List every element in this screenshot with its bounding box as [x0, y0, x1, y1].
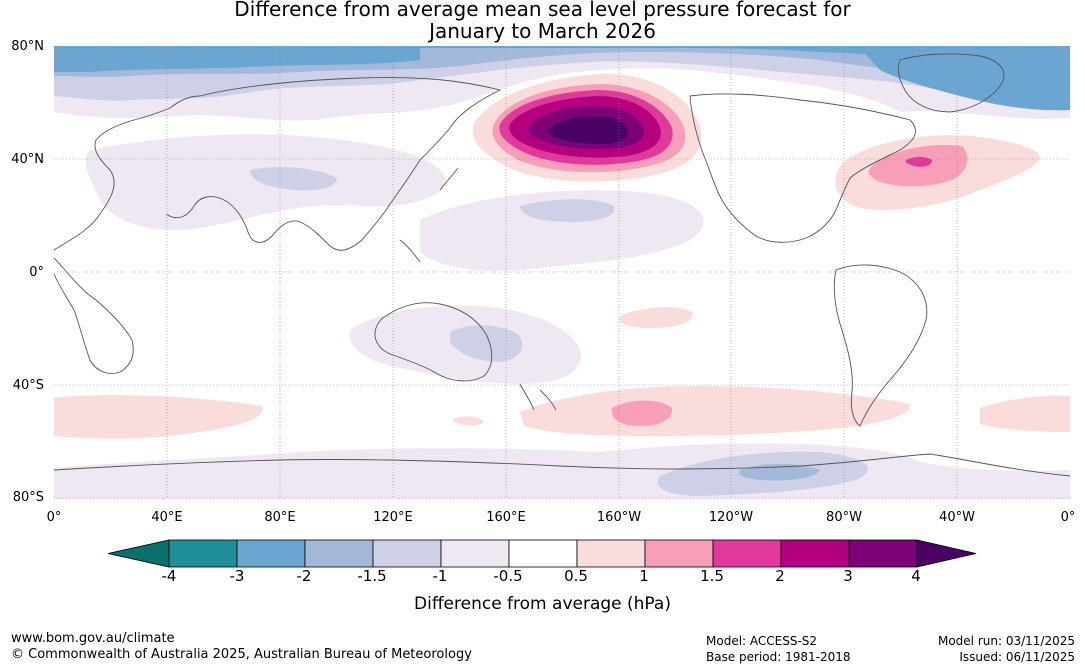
lon-label-120w: 120°W [708, 510, 754, 525]
colorbar-swatch [780, 539, 850, 568]
lon-label-40e: 40°E [151, 510, 183, 525]
colorbar-label: 1 [639, 567, 649, 585]
footer-model-info: Model: ACCESS-S2 Base period: 1981-2018 [706, 633, 851, 665]
colorbar-swatch [168, 539, 238, 568]
colorbar-label: 0.5 [564, 567, 588, 585]
lon-label-80e: 80°E [264, 510, 296, 525]
footer-url[interactable]: www.bom.gov.au/climate [11, 631, 175, 646]
lon-label-120e: 120°E [373, 510, 413, 525]
north-pacific-high [472, 73, 702, 182]
chart-title-line1: Difference from average mean sea level p… [234, 0, 851, 21]
lon-label-0-east: 0° [1060, 510, 1076, 525]
lat-label-40n: 40°N [11, 152, 44, 167]
footer-model-run: Model run: 03/11/2025 [937, 634, 1075, 648]
footer-model: Model: ACCESS-S2 [706, 634, 818, 648]
antarctic-low [54, 443, 1070, 499]
southern-ocean-high [54, 386, 1070, 439]
pacific-weak-low [420, 190, 704, 271]
colorbar-swatch [576, 539, 646, 568]
colorbar [107, 539, 977, 568]
arctic-low [54, 46, 1070, 121]
colorbar-swatch [304, 539, 374, 568]
footer-dates: Model run: 03/11/2025 Issued: 06/11/2025 [938, 633, 1075, 665]
colorbar-label: -3 [229, 567, 245, 585]
lon-label-0-west: 0° [46, 510, 62, 525]
footer-left: www.bom.gov.au/climate © Commonwealth of… [11, 631, 472, 663]
colorbar-label: 1.5 [700, 567, 724, 585]
colorbar-swatch [508, 539, 578, 568]
colorbar-extend-high [916, 539, 977, 568]
lat-label-80n: 80°N [11, 39, 44, 54]
colorbar-label: -1 [432, 567, 448, 585]
gridlines [54, 46, 1070, 499]
colorbar-extend-low [107, 539, 170, 568]
lat-label-0: 0° [29, 265, 44, 280]
colorbar-label: 3 [843, 567, 853, 585]
lon-label-160w: 160°W [596, 510, 642, 525]
colorbar-swatch [848, 539, 918, 568]
footer-base-period: Base period: 1981-2018 [706, 650, 851, 664]
footer-issued: Issued: 06/11/2025 [959, 650, 1075, 664]
colorbar-swatch [440, 539, 510, 568]
lon-label-40w: 40°W [939, 510, 975, 525]
north-atlantic-high [835, 135, 1040, 211]
lat-label-80s: 80°S [12, 490, 44, 505]
colorbar-label: 2 [775, 567, 785, 585]
lon-label-160e: 160°E [486, 510, 526, 525]
colorbar-label: -2 [296, 567, 312, 585]
colorbar-label: -0.5 [493, 567, 523, 585]
lon-label-80w: 80°W [826, 510, 862, 525]
colorbar-label: -1.5 [357, 567, 387, 585]
colorbar-swatch [236, 539, 306, 568]
colorbar-title: Difference from average (hPa) [414, 594, 671, 614]
chart-title-line2: January to March 2026 [429, 19, 656, 43]
lat-label-40s: 40°S [12, 378, 44, 393]
colorbar-label: 4 [911, 567, 921, 585]
colorbar-swatch [712, 539, 782, 568]
colorbar-swatch [644, 539, 714, 568]
footer-copyright: © Commonwealth of Australia 2025, Austra… [11, 647, 472, 662]
colorbar-swatch [372, 539, 442, 568]
colorbar-label: -4 [161, 567, 177, 585]
